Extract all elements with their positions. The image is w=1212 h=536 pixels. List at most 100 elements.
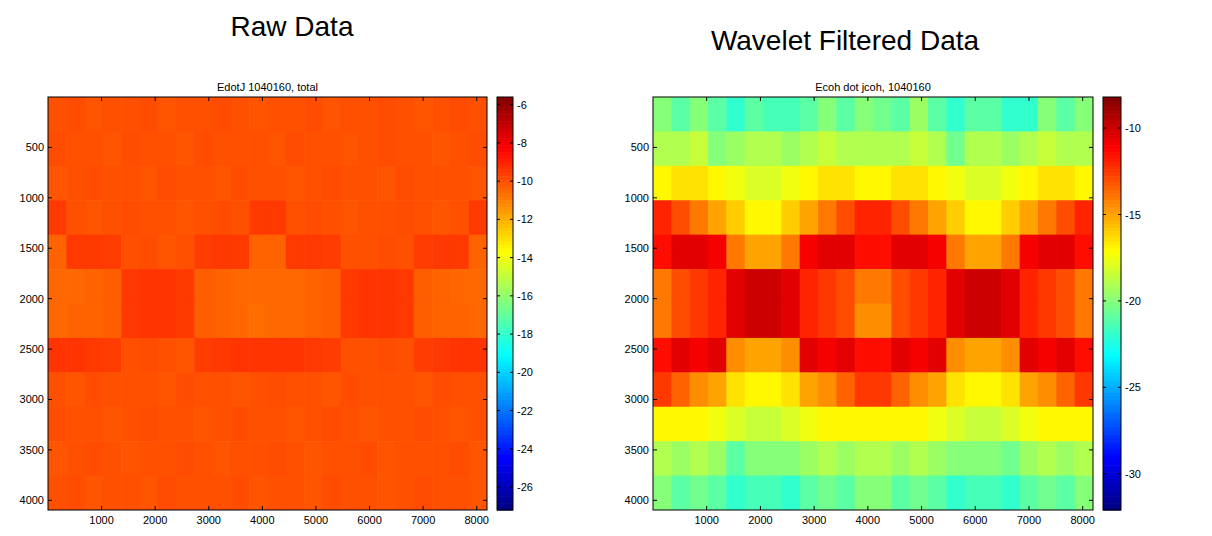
heat-cell bbox=[836, 97, 855, 132]
x-tick bbox=[1082, 506, 1083, 510]
heat-cell bbox=[377, 407, 396, 442]
colorbar-strip bbox=[497, 314, 513, 318]
heat-cell bbox=[66, 407, 85, 442]
heat-cell bbox=[873, 476, 892, 510]
heat-cell bbox=[928, 235, 947, 270]
y-tick bbox=[1089, 449, 1093, 450]
heat-cell bbox=[965, 97, 984, 132]
heat-cell bbox=[946, 269, 965, 304]
heat-cell bbox=[873, 235, 892, 270]
x-tick bbox=[476, 97, 477, 101]
heat-cell bbox=[690, 166, 709, 201]
y-tick bbox=[1089, 197, 1093, 198]
heat-cell bbox=[286, 131, 305, 166]
plot-frame bbox=[48, 97, 487, 510]
colorbar-strip bbox=[497, 293, 513, 297]
heat-cell bbox=[377, 476, 396, 510]
colorbar-strip bbox=[497, 135, 513, 139]
colorbar-strip bbox=[497, 214, 513, 218]
heat-cell bbox=[396, 407, 415, 442]
heat-cell bbox=[85, 338, 104, 373]
colorbar-tick bbox=[510, 295, 513, 296]
heat-cell bbox=[414, 269, 433, 304]
heat-cell bbox=[836, 166, 855, 201]
heat-cell bbox=[726, 200, 745, 235]
colorbar-strip bbox=[497, 276, 513, 280]
heat-cell bbox=[726, 338, 745, 373]
x-tick bbox=[101, 97, 102, 101]
colorbar-strip bbox=[1103, 100, 1121, 104]
heat-cell bbox=[432, 476, 451, 510]
heat-cell bbox=[469, 200, 487, 235]
x-tick-label: 7000 bbox=[1017, 514, 1041, 526]
colorbar-strip bbox=[497, 283, 513, 287]
heat-cell bbox=[359, 97, 378, 132]
heat-cell bbox=[836, 372, 855, 407]
heat-cell bbox=[891, 131, 910, 166]
heat-cell bbox=[322, 372, 341, 407]
x-tick-label: 7000 bbox=[411, 514, 435, 526]
heat-cell bbox=[855, 269, 874, 304]
colorbar-strip bbox=[497, 324, 513, 328]
colorbar-strip bbox=[497, 169, 513, 173]
colorbar-strip bbox=[1103, 166, 1121, 170]
colorbar-strip bbox=[1103, 424, 1121, 428]
colorbar-strip bbox=[1103, 200, 1121, 204]
colorbar-strip bbox=[497, 341, 513, 345]
colorbar-strip bbox=[1103, 221, 1121, 225]
heat-cell bbox=[726, 166, 745, 201]
colorbar-strip bbox=[497, 328, 513, 332]
heat-cell bbox=[48, 131, 67, 166]
heat-cell bbox=[158, 97, 177, 132]
colorbar-strip bbox=[1103, 348, 1121, 352]
heat-cell bbox=[690, 372, 709, 407]
colorbar-strip bbox=[497, 152, 513, 156]
heat-cell bbox=[414, 166, 433, 201]
heat-cell bbox=[671, 338, 690, 373]
heat-cell bbox=[414, 407, 433, 442]
heat-cell bbox=[121, 476, 140, 510]
x-tick bbox=[208, 506, 209, 510]
heat-cell bbox=[139, 131, 158, 166]
heat-cell bbox=[249, 235, 268, 270]
heat-cell bbox=[965, 338, 984, 373]
heat-cell bbox=[983, 200, 1002, 235]
heat-cell bbox=[286, 338, 305, 373]
heat-cell bbox=[304, 235, 323, 270]
heat-cell bbox=[341, 166, 360, 201]
colorbar-tick-label: -20 bbox=[1125, 295, 1141, 307]
y-tick bbox=[48, 298, 52, 299]
heat-cell bbox=[139, 372, 158, 407]
y-tick bbox=[483, 197, 487, 198]
colorbar-strip bbox=[497, 500, 513, 504]
colorbar-strip bbox=[1103, 114, 1121, 118]
colorbar-strip bbox=[1103, 383, 1121, 387]
heat-cell bbox=[800, 166, 819, 201]
heat-cell bbox=[377, 200, 396, 235]
heat-cell bbox=[249, 338, 268, 373]
colorbar-strip bbox=[1103, 372, 1121, 376]
colorbar-strip bbox=[497, 362, 513, 366]
colorbar-strip bbox=[497, 224, 513, 228]
colorbar-strip bbox=[497, 331, 513, 335]
heat-cell bbox=[341, 476, 360, 510]
heat-cell bbox=[139, 304, 158, 339]
heat-cell bbox=[763, 304, 782, 339]
heat-cell bbox=[469, 166, 487, 201]
heat-cell bbox=[249, 304, 268, 339]
colorbar-strip bbox=[497, 479, 513, 483]
colorbar-strip bbox=[497, 100, 513, 104]
heat-cell bbox=[1056, 131, 1075, 166]
colorbar-strip bbox=[497, 434, 513, 438]
colorbar-strip bbox=[497, 197, 513, 201]
heat-cell bbox=[745, 235, 764, 270]
y-tick-label: 500 bbox=[26, 141, 44, 153]
colorbar-strip bbox=[1103, 317, 1121, 321]
colorbar-tick bbox=[497, 181, 500, 182]
x-tick bbox=[975, 506, 976, 510]
colorbar-strip bbox=[1103, 341, 1121, 345]
colorbar-strip bbox=[497, 482, 513, 486]
colorbar-strip bbox=[1103, 479, 1121, 483]
heat-cell bbox=[286, 372, 305, 407]
colorbar-strip bbox=[1103, 434, 1121, 438]
